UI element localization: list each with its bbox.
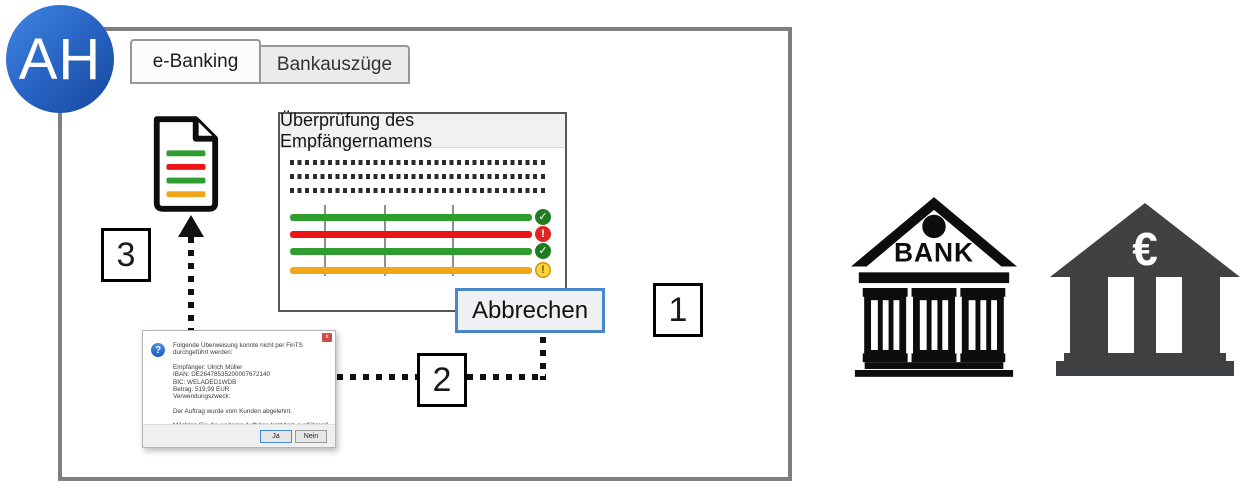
placeholder-text-row (290, 174, 545, 179)
check-row: ✓ (280, 243, 565, 259)
success-icon: ✓ (535, 209, 551, 225)
ah-logo-badge: AH (6, 5, 114, 113)
step-2-box: 2 (417, 353, 467, 407)
step-3-label: 3 (116, 235, 136, 274)
success-icon: ✓ (535, 243, 551, 259)
grid-line (384, 205, 386, 276)
step2-to-cancel-connector (467, 374, 546, 380)
no-button[interactable]: Nein (295, 430, 327, 443)
status-bar (290, 214, 532, 221)
tab-bankauszuege[interactable]: Bankauszüge (261, 45, 410, 84)
help-icon: ? (151, 343, 165, 357)
bank-building-icon: BANK (851, 197, 1017, 377)
dialog-button-strip: Ja Nein (143, 424, 335, 447)
step-1-box: 1 (653, 283, 703, 337)
fints-message-dialog: x ? Folgende Überweisung konnte nicht pe… (142, 330, 336, 448)
dialog-line-iban: IBAN: DE26478535200007672140 (173, 371, 270, 379)
dialog-line-purpose: Verwendungszweck: (173, 393, 231, 401)
recipient-check-panel-title: Überprüfung des Empfängernamens (280, 109, 433, 151)
dialog-line-amount: Betrag: 519,99 EUR (173, 386, 230, 394)
dialog-line-recipient: Empfänger: Ulrich Müller (173, 363, 243, 371)
tab-bankauszuege-label: Bankauszüge (276, 53, 393, 75)
placeholder-text-row (290, 160, 545, 165)
ah-logo-label: AH (18, 26, 102, 92)
status-bar (290, 267, 532, 274)
recipient-check-panel-header: Überprüfung des Empfängernamens (280, 110, 565, 151)
step-1-label: 1 (668, 290, 688, 329)
dialog-line-bic: BIC: WELADED1WDB (173, 378, 237, 386)
check-row: ! (280, 226, 565, 242)
tab-e-banking-label: e-Banking (152, 50, 239, 72)
close-icon[interactable]: x (322, 333, 332, 342)
grid-line (452, 205, 454, 276)
up-arrow-head (178, 215, 204, 237)
check-row: ✓ (280, 209, 565, 225)
status-bar (290, 231, 532, 238)
yes-button[interactable]: Ja (260, 430, 292, 443)
step-3-box: 3 (101, 228, 151, 282)
cancel-button[interactable]: Abbrechen (455, 288, 605, 333)
bank-icon-label: BANK (894, 238, 974, 268)
grid-line (324, 205, 326, 276)
cancel-drop-connector (540, 337, 546, 380)
check-row: ! (280, 262, 565, 278)
warning-icon: ! (535, 262, 551, 278)
result-document-icon (153, 116, 219, 212)
cancel-button-label: Abbrechen (471, 296, 589, 324)
recipient-check-panel: Überprüfung des Empfängernamens ✓ ! ✓ ! (278, 110, 567, 312)
step-2-label: 2 (432, 360, 452, 399)
status-bar (290, 248, 532, 255)
dialog-line-intro: Folgende Überweisung konnte nicht per Fi… (173, 342, 303, 357)
tab-e-banking[interactable]: e-Banking (130, 39, 261, 84)
dialog-line-rejected: Der Auftrag wurde vom Kunden abgelehnt. (173, 407, 293, 415)
euro-bank-building-icon: € (1050, 203, 1240, 376)
placeholder-text-row (290, 188, 545, 193)
dialog-to-step2-connector (337, 374, 417, 380)
euro-icon-label: € (1132, 223, 1158, 275)
dialog-text-block: Folgende Überweisung konnte nicht per Fi… (173, 342, 331, 430)
dialog-to-document-arrow (188, 237, 194, 330)
error-icon: ! (535, 226, 551, 242)
